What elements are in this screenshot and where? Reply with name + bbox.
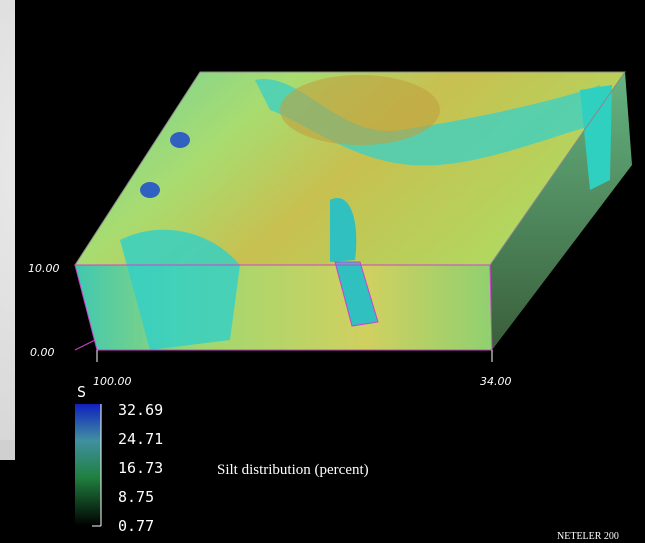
axis-label: 0.00 [30,346,55,359]
legend-tick-label: 0.77 [118,517,154,535]
legend-tick-label: 24.71 [118,430,163,448]
axis-label: 34.00 [480,375,512,388]
blob [330,198,357,262]
axis-label: 10.00 [28,262,60,275]
axis-label: 100.00 [93,375,132,388]
blob [120,229,240,350]
color-bar [75,404,101,526]
blob [170,132,190,148]
caption: Silt distribution (percent) [217,462,369,478]
gap [0,440,15,460]
legend-tick-label: 16.73 [118,459,163,477]
blob [580,85,612,190]
axis-pointer [74,339,96,351]
blob [280,75,440,145]
volume [74,71,632,362]
credit: NETELER 200 [557,531,619,542]
legend-tick-label: 8.75 [118,488,154,506]
blob [140,182,160,198]
legend-title: S [77,383,86,401]
blob [334,261,379,327]
legend-tick-label: 32.69 [118,401,163,419]
